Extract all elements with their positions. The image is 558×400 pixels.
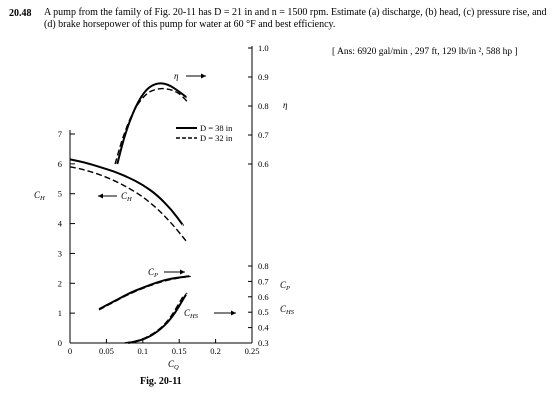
right-axis-bottom-tick-label: 0.6 bbox=[258, 292, 269, 302]
x-axis-label: CQ bbox=[168, 359, 179, 371]
bottom-axis-tick-label: 0.1 bbox=[137, 346, 148, 356]
cp-curve-label: CP bbox=[148, 267, 158, 279]
answer-text: [ Ans: 6920 gal/min , 297 ft, 129 lb/in … bbox=[332, 47, 518, 57]
series-chs-solid bbox=[127, 292, 188, 344]
problem-statement: A pump from the family of Fig. 20-11 has… bbox=[44, 7, 547, 30]
left-axis-label: CH bbox=[34, 190, 45, 202]
left-axis-tick-label: 2 bbox=[58, 278, 62, 288]
cp-curve-label-sub: P bbox=[153, 272, 158, 279]
bottom-axis-tick-label: 0.2 bbox=[210, 346, 221, 356]
series-ch-dashed bbox=[69, 166, 188, 242]
cp-curve-arrow-head bbox=[180, 269, 185, 275]
right-axis-cp-label: CP bbox=[280, 280, 290, 292]
left-axis-tick-label: 3 bbox=[58, 248, 62, 258]
series-cp-solid bbox=[98, 275, 192, 310]
series-cp-dashed bbox=[98, 276, 188, 311]
right-axis-cp-label-sub: P bbox=[285, 285, 290, 292]
right-axis-bottom-tick-label: 0.4 bbox=[258, 323, 269, 333]
bottom-axis-tick-label: 0.15 bbox=[172, 346, 187, 356]
x-axis-label-sub: Q bbox=[174, 364, 179, 371]
series-ch-solid bbox=[69, 158, 184, 227]
right-axis-top-tick-label: 0.6 bbox=[258, 159, 269, 169]
right-axis-bottom-tick-label: 0.5 bbox=[258, 307, 269, 317]
chs-curve-label: CHS bbox=[184, 308, 199, 320]
series-eta-solid bbox=[116, 82, 188, 165]
eta-curve-arrow-head bbox=[201, 73, 206, 79]
right-axis-chs-label: CHS bbox=[280, 304, 295, 316]
right-axis-bottom-tick-label: 0.3 bbox=[258, 338, 269, 348]
legend-label-solid: D = 38 in bbox=[200, 123, 233, 133]
ch-curve-label-sub: H bbox=[126, 196, 132, 203]
right-axis-bottom-tick-label: 0.7 bbox=[258, 276, 269, 286]
bottom-axis-tick-label: 0.25 bbox=[245, 346, 260, 356]
left-axis-tick-label: 4 bbox=[58, 219, 63, 229]
problem-number: 20.48 bbox=[9, 8, 32, 19]
bottom-axis-tick-label: 0.05 bbox=[99, 346, 114, 356]
bottom-axis-tick-label: 0 bbox=[68, 346, 72, 356]
left-axis-tick-label: 5 bbox=[58, 189, 62, 199]
legend-label-dashed: D = 32 in bbox=[200, 133, 233, 143]
right-axis-top-tick-label: 0.7 bbox=[258, 130, 269, 140]
right-axis-top-label: η bbox=[283, 100, 288, 110]
series-chs-dashed bbox=[124, 296, 184, 344]
series-eta-dashed bbox=[114, 87, 190, 165]
left-axis-tick-label: 6 bbox=[58, 159, 62, 169]
ch-curve-arrow-head bbox=[98, 193, 103, 199]
left-axis-tick-label: 0 bbox=[58, 338, 62, 348]
chs-curve-arrow-head bbox=[231, 310, 236, 316]
left-axis-label-sub: H bbox=[39, 195, 45, 202]
ch-curve-label: CH bbox=[121, 191, 132, 203]
right-axis-top-tick-label: 0.9 bbox=[258, 72, 269, 82]
eta-curve-label: η bbox=[174, 71, 179, 81]
left-axis-tick-label: 1 bbox=[58, 308, 62, 318]
right-axis-bottom-tick-label: 0.8 bbox=[258, 261, 269, 271]
right-axis-chs-label-sub: HS bbox=[285, 309, 295, 316]
figure-caption: Fig. 20-11 bbox=[140, 376, 182, 387]
right-axis-top-tick-label: 0.8 bbox=[258, 101, 269, 111]
left-axis-tick-label: 7 bbox=[58, 129, 62, 139]
chs-curve-label-sub: HS bbox=[189, 313, 199, 320]
right-axis-top-tick-label: 1.0 bbox=[258, 43, 269, 53]
